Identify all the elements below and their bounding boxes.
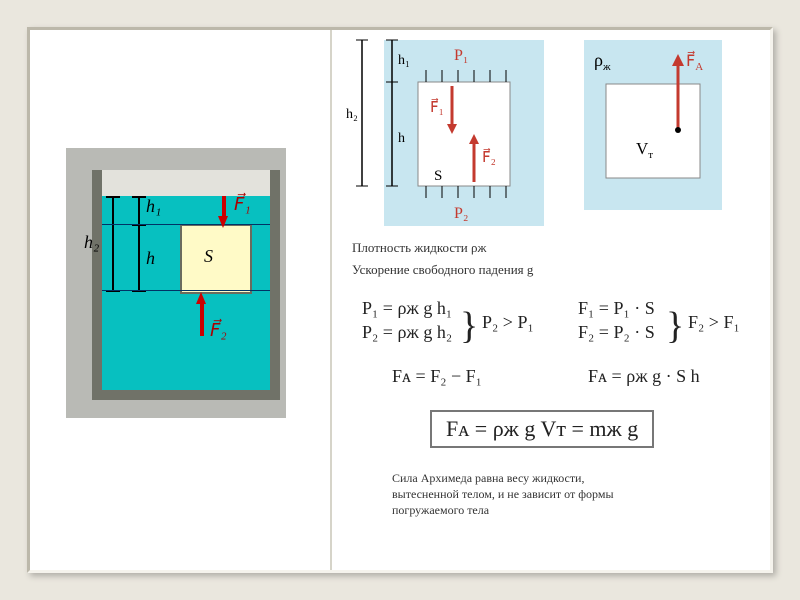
label-F1b: F⃗₁ bbox=[430, 97, 444, 116]
eq-f1: F₁ = P₁ · S bbox=[578, 298, 655, 319]
eq-boxed: Fᴀ = ρж g Vт = mж g bbox=[430, 410, 654, 448]
left-illustration: S h₁ h h₂ F⃗₁ F⃗₂ bbox=[66, 148, 286, 418]
text-g: Ускорение свободного падения g bbox=[352, 262, 533, 278]
label-Sb: S bbox=[434, 168, 442, 184]
eq-fcmp: F₂ > F₁ bbox=[688, 312, 740, 333]
label-h: h bbox=[146, 248, 155, 269]
label-P1: P₁ bbox=[454, 47, 468, 64]
eq-p2: P₂ = ρж g h₂ bbox=[362, 322, 452, 343]
eq-p1: P₁ = ρж g h₁ bbox=[362, 298, 452, 319]
label-F1: F⃗₁ bbox=[234, 194, 251, 215]
dim-h2 bbox=[112, 196, 114, 290]
force-F2 bbox=[200, 302, 204, 336]
eq-fa2: Fᴀ = ρж g · S h bbox=[588, 366, 700, 387]
label-h1b: h₁ bbox=[398, 53, 410, 68]
eq-pcmp: P₂ > P₁ bbox=[482, 312, 534, 333]
label-h1: h₁ bbox=[146, 196, 161, 217]
label-hb: h bbox=[398, 131, 405, 146]
diagram-forces: h₁ h h₂ P₁ P₂ bbox=[346, 34, 556, 234]
slide-frame: S h₁ h h₂ F⃗₁ F⃗₂ bbox=[27, 27, 773, 573]
dim-h1 bbox=[138, 196, 140, 224]
dim-h bbox=[138, 224, 140, 290]
brace-icon: } bbox=[460, 305, 478, 347]
final-l2: вытесненной телом, и не зависит от формы bbox=[392, 487, 614, 501]
label-S: S bbox=[204, 246, 213, 267]
label-F2b: F⃗₂ bbox=[482, 147, 496, 166]
label-h2b: h₂ bbox=[346, 107, 358, 122]
force-F1 bbox=[222, 196, 226, 218]
eq-f2: F₂ = P₂ · S bbox=[578, 322, 655, 343]
eq-fa1: Fᴀ = F₂ − F₁ bbox=[392, 366, 482, 387]
final-l1: Сила Архимеда равна весу жидкости, bbox=[392, 471, 584, 485]
final-l3: погружаемого тела bbox=[392, 503, 489, 517]
final-text: Сила Архимеда равна весу жидкости, вытес… bbox=[392, 470, 614, 519]
label-F2: F⃗₂ bbox=[210, 320, 227, 341]
label-h2: h₂ bbox=[84, 232, 99, 253]
beaker: S h₁ h h₂ F⃗₁ F⃗₂ bbox=[92, 170, 280, 400]
label-P2: P₂ bbox=[454, 205, 468, 222]
text-density: Плотность жидкости ρж bbox=[352, 240, 486, 256]
submerged-cube: S bbox=[180, 224, 252, 294]
brace-icon: } bbox=[666, 305, 684, 347]
diagram-buoyancy: ρж F⃗A Vт bbox=[578, 36, 728, 216]
right-panel: h₁ h h₂ P₁ P₂ bbox=[330, 30, 760, 570]
